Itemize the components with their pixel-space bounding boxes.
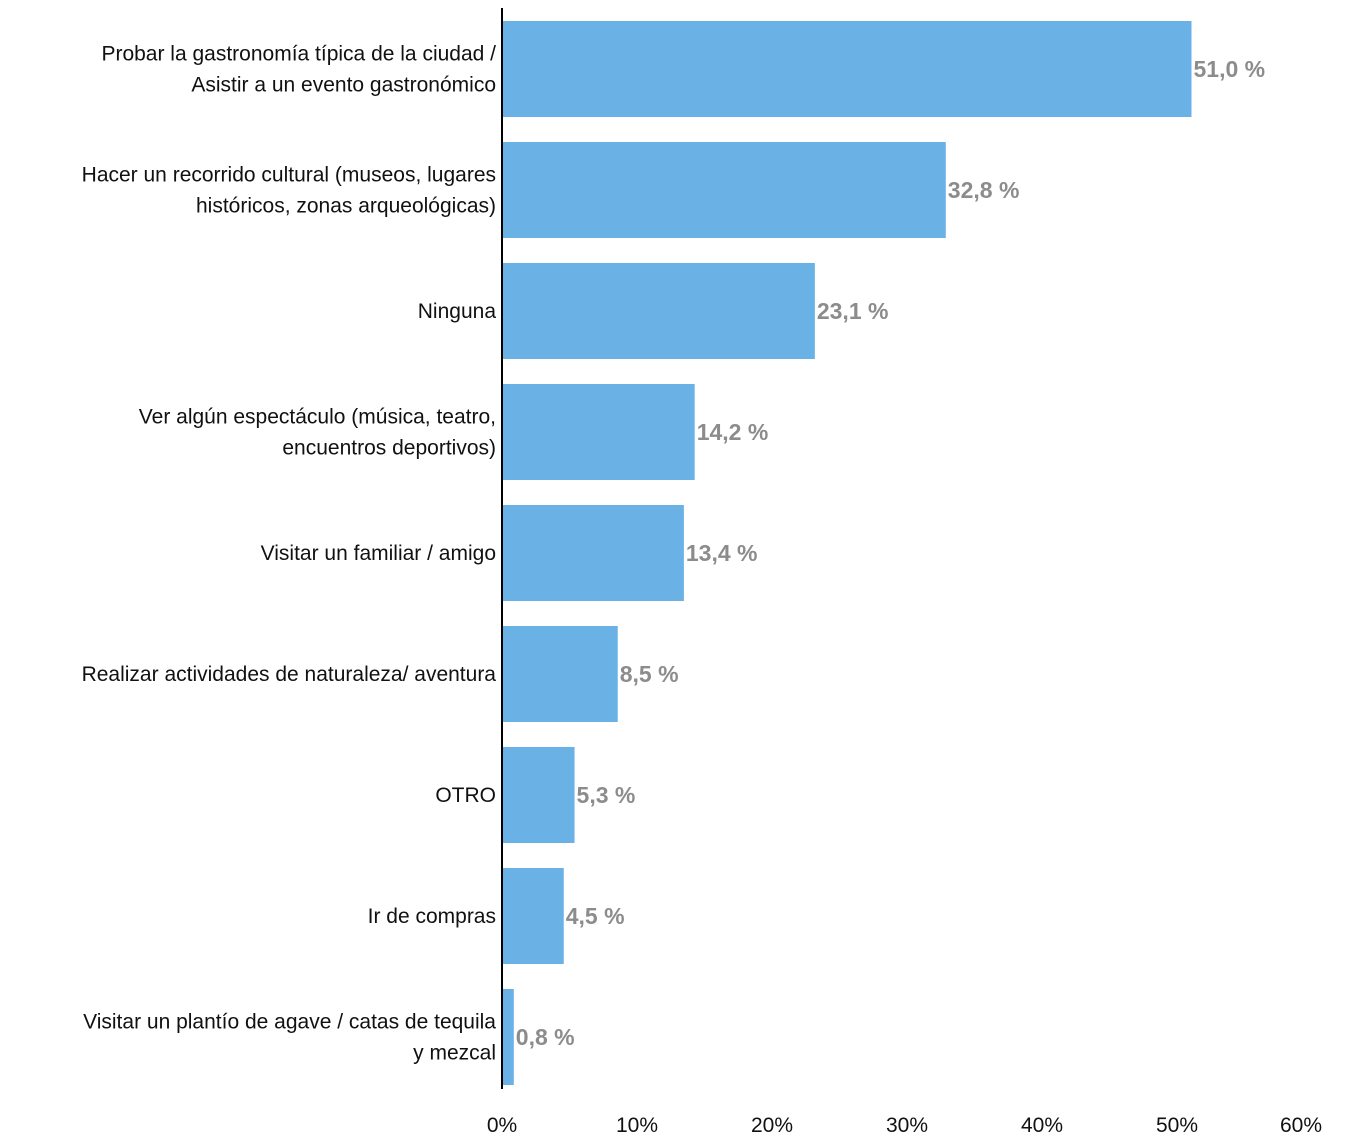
value-label-4: 13,4 % [686, 540, 758, 566]
category-label-line: y mezcal [413, 1042, 496, 1065]
value-label-8: 0,8 % [516, 1024, 575, 1050]
category-label-line: Probar la gastronomía típica de la ciuda… [101, 43, 496, 66]
value-label-5: 8,5 % [620, 661, 679, 687]
x-tick-label-4: 40% [1021, 1114, 1063, 1137]
category-label-line: Ir de compras [368, 905, 496, 928]
category-labels: Probar la gastronomía típica de la ciuda… [82, 43, 497, 1065]
category-label-line: Visitar un familiar / amigo [261, 542, 496, 565]
bar-8 [503, 989, 514, 1085]
bar-3 [503, 384, 695, 480]
category-label-6: OTRO [435, 784, 496, 807]
bar-0 [503, 21, 1192, 117]
category-label-line: Visitar un plantío de agave / catas de t… [83, 1011, 496, 1034]
bar-7 [503, 868, 564, 964]
x-tick-label-2: 20% [751, 1114, 793, 1137]
x-tick-label-5: 50% [1156, 1114, 1198, 1137]
category-label-0: Probar la gastronomía típica de la ciuda… [101, 43, 496, 97]
value-labels: 51,0 % 32,8 % 23,1 % 14,2 % 13,4 % 8,5 % 5,3 %… [516, 56, 1265, 1050]
bars-layer [503, 21, 1192, 1085]
category-label-2: Ninguna [418, 300, 497, 323]
value-label-0: 51,0 % [1194, 56, 1266, 82]
x-tick-label-0: 0% [487, 1114, 517, 1137]
bar-2 [503, 263, 815, 359]
bar-4 [503, 505, 684, 601]
category-label-4: Visitar un familiar / amigo [261, 542, 496, 565]
bar-6 [503, 747, 575, 843]
value-label-3: 14,2 % [697, 419, 769, 445]
x-tick-label-1: 10% [616, 1114, 658, 1137]
bar-5 [503, 626, 618, 722]
category-label-line: OTRO [435, 784, 496, 807]
category-label-8: Visitar un plantío de agave / catas de t… [83, 1011, 496, 1065]
category-label-1: Hacer un recorrido cultural (museos, lug… [82, 164, 496, 218]
category-label-7: Ir de compras [368, 905, 496, 928]
category-label-3: Ver algún espectáculo (música, teatro, en… [139, 406, 496, 460]
value-label-2: 23,1 % [817, 298, 889, 324]
x-tick-label-6: 60% [1280, 1114, 1322, 1137]
category-label-5: Realizar actividades de naturaleza/ aven… [82, 663, 497, 686]
x-tick-label-3: 30% [886, 1114, 928, 1137]
category-label-line: históricos, zonas arqueológicas) [196, 195, 496, 218]
category-label-line: Asistir a un evento gastronómico [191, 74, 496, 97]
category-label-line: encuentros deportivos) [282, 437, 496, 460]
category-label-line: Ver algún espectáculo (música, teatro, [139, 406, 496, 429]
value-label-6: 5,3 % [577, 782, 636, 808]
value-label-7: 4,5 % [566, 903, 625, 929]
value-label-1: 32,8 % [948, 177, 1020, 203]
x-axis-tick-labels: 0% 10% 20% 30% 40% 50% 60% [487, 1114, 1322, 1137]
category-label-line: Realizar actividades de naturaleza/ aven… [82, 663, 497, 686]
category-label-line: Hacer un recorrido cultural (museos, lug… [82, 164, 496, 187]
category-label-line: Ninguna [418, 300, 497, 323]
bar-1 [503, 142, 946, 238]
